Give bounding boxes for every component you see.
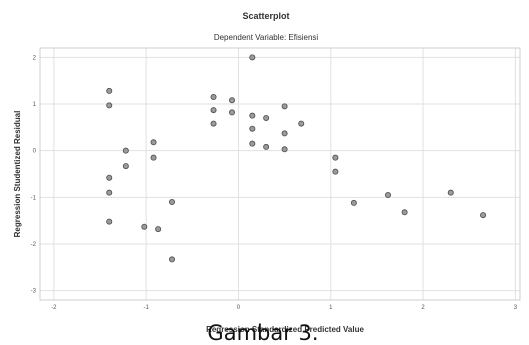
data-point [228,109,235,116]
plot-frame [39,47,521,301]
x-tick-labels: -2 -1 0 1 2 3 [51,305,518,311]
data-point [122,147,129,154]
data-point [249,125,256,132]
y-tick-labels: -3 -2 -1 0 1 2 [31,55,37,294]
y-axis-label: Regression Studentized Residual [13,111,22,238]
chart-grid [40,48,520,300]
data-point [150,154,157,161]
data-point [210,120,217,127]
data-point [168,256,175,263]
data-point [141,223,148,230]
data-point [249,54,256,61]
data-point [106,218,113,225]
x-tick-label: 1 [329,305,333,311]
data-point [168,198,175,205]
chart-subtitle: Dependent Variable: Efisiensi [214,33,319,42]
data-point [281,146,288,153]
y-tick-label: 1 [33,102,37,108]
data-point [106,174,113,181]
data-point [106,102,113,109]
data-point [210,94,217,101]
data-point [106,87,113,94]
data-point [401,209,408,216]
chart-title: Scatterplot [242,11,289,21]
x-tick-label: 2 [421,305,425,311]
data-point [384,191,391,198]
data-point [350,199,357,206]
data-point [263,115,270,122]
y-tick-label: -2 [31,242,37,248]
x-tick-label: -1 [143,305,149,311]
data-point [249,140,256,147]
data-point [106,189,113,196]
x-tick-label: -2 [51,305,57,311]
x-axis-label: Regression Standardized Predicted Value [206,325,364,334]
data-point [155,226,162,233]
data-point [210,107,217,114]
data-point [263,143,270,150]
y-tick-label: -3 [31,289,37,295]
data-point [332,168,339,175]
data-point [480,212,487,219]
data-point [281,130,288,137]
data-point [228,97,235,104]
data-point [298,120,305,127]
data-point [249,112,256,119]
data-points [106,54,487,263]
data-point [150,139,157,146]
x-tick-label: 0 [237,305,241,311]
figure-caption: Gambar 3. [207,321,318,345]
data-point [281,103,288,110]
x-tick-label: 3 [514,305,518,311]
y-tick-label: 0 [33,149,37,155]
data-point [332,154,339,161]
y-tick-label: -1 [31,195,37,201]
data-point [122,163,129,170]
y-tick-label: 2 [33,55,37,61]
data-point [447,189,454,196]
